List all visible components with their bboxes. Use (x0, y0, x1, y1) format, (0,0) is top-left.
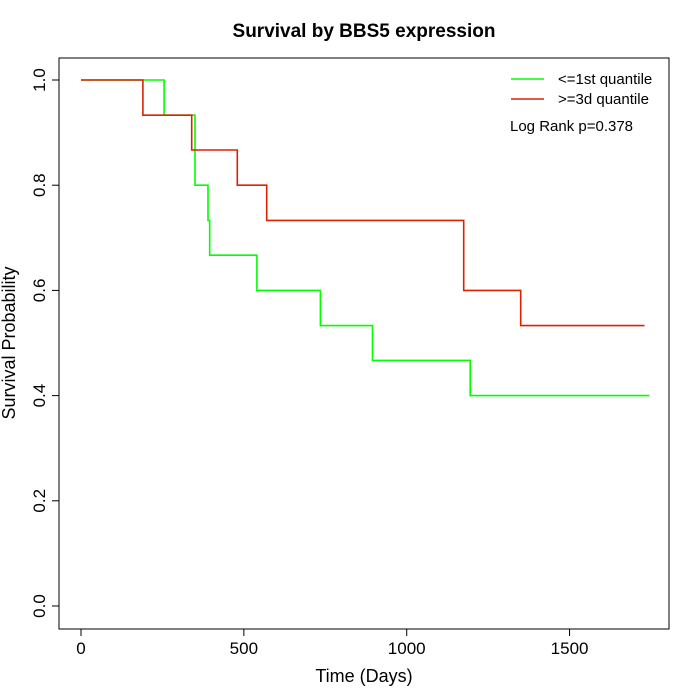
legend-label-2: >=3d quantile (558, 91, 649, 108)
log-rank-annotation: Log Rank p=0.378 (510, 118, 633, 135)
plot-frame (58, 57, 670, 630)
y-tick-label: 0.0 (30, 594, 49, 618)
series-layer (81, 79, 650, 397)
series-line-2 (81, 79, 645, 327)
x-tick-label: 500 (230, 639, 258, 658)
y-tick-label: 1.0 (30, 68, 49, 92)
legend-label-1: <=1st quantile (558, 71, 652, 88)
x-tick-label: 0 (76, 639, 85, 658)
chart-title: Survival by BBS5 expression (233, 21, 496, 42)
x-tick-label: 1500 (551, 639, 589, 658)
x-axis: 0 500 1000 1500 (76, 628, 589, 658)
y-axis-label: Survival Probability (0, 266, 19, 419)
y-axis: 0.0 0.2 0.4 0.6 0.8 1.0 (30, 68, 60, 618)
x-tick-label: 1000 (388, 639, 426, 658)
y-tick-label: 0.2 (30, 489, 49, 513)
y-tick-label: 0.6 (30, 279, 49, 303)
y-tick-label: 0.4 (30, 384, 49, 408)
y-tick-label: 0.8 (30, 173, 49, 197)
legend: <=1st quantile >=3d quantile (511, 71, 652, 108)
x-axis-label: Time (Days) (315, 666, 412, 686)
